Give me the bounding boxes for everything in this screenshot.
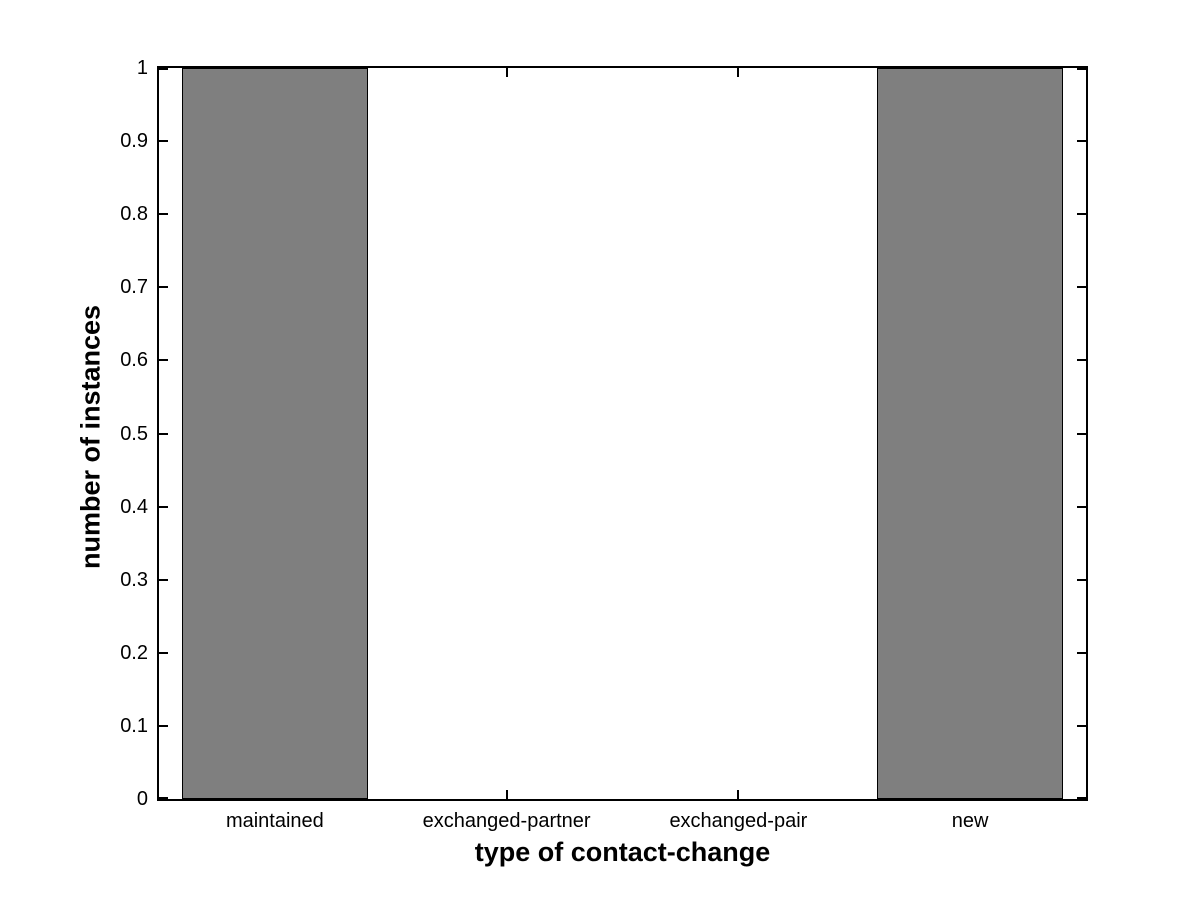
y-tick-mark	[159, 68, 168, 70]
y-tick-mark	[159, 578, 168, 581]
y-tick-mark	[1077, 359, 1086, 362]
y-tick-mark	[159, 505, 168, 508]
y-tick-mark	[159, 286, 168, 289]
plot-area	[157, 66, 1088, 801]
y-tick-mark	[1077, 213, 1086, 216]
x-tick-mark	[505, 790, 508, 799]
y-tick-mark	[1077, 578, 1086, 581]
x-tick-mark	[505, 68, 508, 77]
y-tick-label: 0.9	[120, 130, 148, 153]
x-tick-label-exchanged-partner: exchanged-partner	[422, 810, 591, 832]
y-tick-mark	[159, 140, 168, 143]
y-tick-mark	[159, 797, 168, 799]
x-tick-mark	[737, 68, 740, 77]
y-tick-mark	[159, 651, 168, 654]
y-tick-label: 0.5	[120, 422, 148, 445]
y-tick-label: 1	[136, 57, 148, 79]
y-tick-label: 0.3	[120, 568, 148, 591]
y-tick-label: 0.2	[120, 641, 148, 664]
y-tick-label: 0.6	[120, 349, 148, 372]
y-tick-label: 0.1	[120, 714, 148, 737]
bar-maintained	[182, 68, 368, 799]
y-tick-mark	[1077, 68, 1086, 70]
x-tick-label-maintained: maintained	[225, 810, 324, 832]
y-tick-mark	[1077, 140, 1086, 143]
y-tick-mark	[159, 213, 168, 216]
y-tick-mark	[159, 359, 168, 362]
y-tick-mark	[1077, 286, 1086, 289]
x-tick-mark	[737, 790, 740, 799]
y-tick-label: 0.4	[120, 495, 148, 518]
y-tick-label: 0	[136, 788, 148, 810]
y-tick-mark	[1077, 797, 1086, 799]
y-tick-mark	[1077, 724, 1086, 727]
x-tick-label-new: new	[951, 810, 989, 832]
y-tick-mark	[1077, 651, 1086, 654]
bar-new	[877, 68, 1063, 799]
x-tick-label-exchanged-pair: exchanged-pair	[669, 810, 808, 832]
y-tick-mark	[1077, 505, 1086, 508]
y-tick-label: 0.7	[120, 276, 148, 299]
y-tick-mark	[159, 724, 168, 727]
y-tick-mark	[159, 432, 168, 435]
x-axis-label: type of contact-change	[474, 837, 771, 867]
y-tick-mark	[1077, 432, 1086, 435]
y-axis-label: number of instances	[75, 304, 106, 570]
y-tick-label: 0.8	[120, 203, 148, 226]
